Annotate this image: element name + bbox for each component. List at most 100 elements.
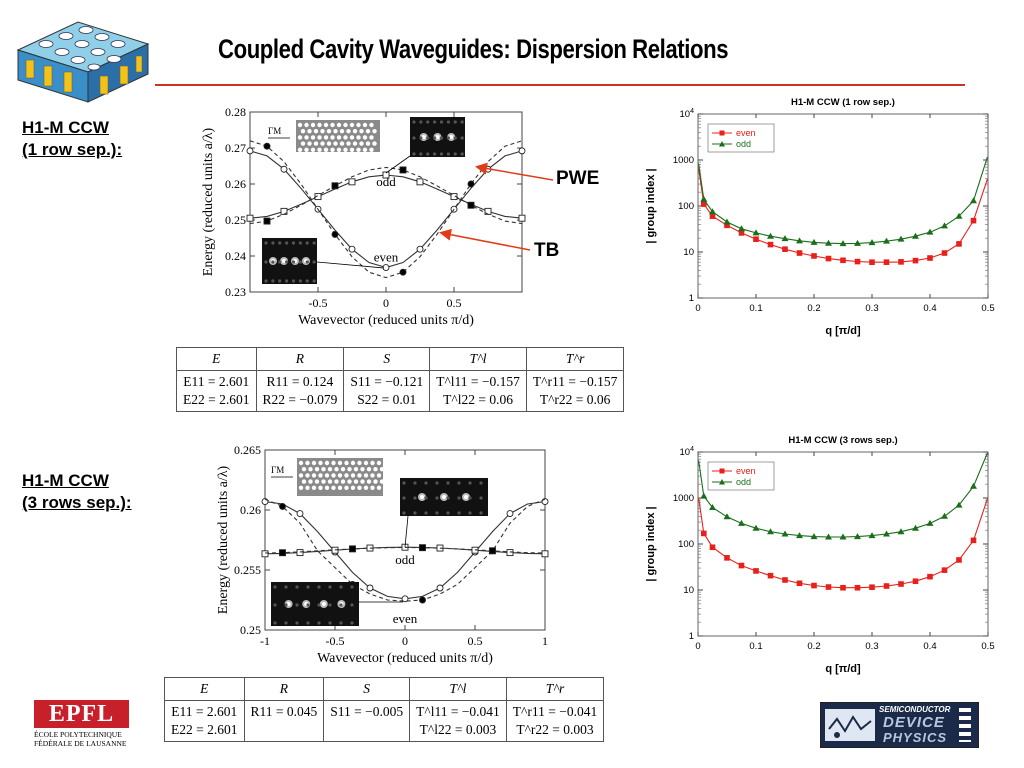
- section-label-line1: H1-M CCW: [22, 471, 109, 490]
- mode-lattice: [306, 585, 310, 589]
- mode-lattice: [439, 120, 444, 124]
- mode-lobe-core: [286, 602, 291, 606]
- mode-lattice: [271, 279, 275, 283]
- data-point-even: [811, 582, 817, 589]
- y-tick-label: 100: [678, 201, 694, 212]
- mode-lattice: [291, 241, 296, 245]
- mode-lattice: [328, 585, 332, 589]
- x-tick-label: 0.2: [807, 303, 820, 314]
- y-tick-base: 10: [680, 447, 691, 458]
- lattice-hole: [339, 129, 345, 134]
- data-point-even: [883, 583, 890, 589]
- mode-lattice: [412, 152, 416, 156]
- data-point-odd: [467, 201, 475, 209]
- x-tick-label: 0.2: [807, 641, 820, 652]
- mode-lattice: [446, 136, 450, 140]
- data-point-even: [701, 201, 707, 207]
- lattice-hole: [324, 473, 330, 478]
- lattice-hole: [357, 473, 362, 478]
- data-point-odd: [489, 547, 496, 555]
- y-tick-label: 0.265: [234, 443, 261, 457]
- mode-lattice: [426, 120, 430, 124]
- data-point-even: [927, 573, 933, 580]
- lattice-hole: [337, 460, 343, 466]
- x-tick-label: -1: [260, 634, 270, 648]
- mode-lattice: [439, 136, 444, 140]
- legend-marker-odd: [719, 479, 725, 485]
- table-header-cell: T^l: [429, 347, 527, 371]
- data-point-even: [782, 577, 788, 583]
- lattice-hole: [369, 122, 374, 128]
- lattice-hole: [336, 135, 342, 140]
- epfl-line2: FÉDÉRALE DE LAUSANNE: [34, 739, 127, 748]
- data-point-even: [767, 241, 774, 248]
- table-cell-value: T^r22 = 0.003: [516, 722, 594, 737]
- lattice-hole: [318, 473, 323, 478]
- lattice-hole: [330, 135, 335, 140]
- lattice-hole: [336, 122, 342, 128]
- table-cell: R11 = 0.045: [243, 700, 325, 742]
- lattice-hole: [346, 141, 351, 146]
- data-point-even: [912, 257, 919, 264]
- data-point-odd: [868, 239, 876, 246]
- table-cell-value: S11 = −0.005: [330, 704, 404, 719]
- mode-lattice: [278, 260, 282, 264]
- lattice-hole: [363, 485, 369, 490]
- y-tick-label: 104: [680, 446, 695, 458]
- lattice-hole: [318, 460, 323, 466]
- x-tick-label: 0.1: [749, 641, 762, 652]
- y-tick-label: 0.24: [225, 249, 246, 263]
- data-point-odd: [541, 550, 549, 558]
- lattice-hole: [330, 122, 335, 128]
- mode-lattice: [350, 603, 354, 607]
- table-cell: T^r11 = −0.157 T^r22 = 0.06: [525, 370, 625, 412]
- data-point-even: [279, 502, 286, 510]
- table-cell-value: T^l11 = −0.041: [416, 704, 500, 719]
- table-header-cell: R: [255, 347, 345, 371]
- data-point-even: [956, 241, 962, 247]
- mode-lattice: [284, 585, 288, 589]
- table-header-row: E R S T^l T^r: [176, 347, 625, 371]
- table-cell-value: T^r22 = 0.06: [539, 392, 611, 407]
- legend-box: [707, 123, 775, 153]
- data-point-even: [854, 584, 861, 591]
- lattice-hole: [356, 122, 361, 128]
- data-point-odd: [970, 197, 977, 204]
- data-point-even: [767, 572, 774, 579]
- mode-lattice: [271, 241, 275, 245]
- lattice-hole: [307, 141, 312, 146]
- table-header-cell: E: [176, 347, 257, 371]
- table-cell-value: S22 = 0.01: [357, 392, 417, 407]
- x-axis-label: Wavevector (reduced units π/d): [298, 313, 474, 328]
- lattice-hole: [352, 141, 358, 146]
- mode-lattice: [468, 481, 472, 485]
- data-point-odd: [700, 195, 708, 202]
- lattice-hole: [336, 147, 342, 152]
- lattice-hole: [320, 129, 325, 134]
- table-cell: S11 = −0.121 S22 = 0.01: [343, 370, 431, 412]
- lattice-hole: [297, 135, 303, 140]
- table-row: E11 = 2.601 E22 = 2.601 R11 = 0.045 S11 = −…: [164, 700, 605, 742]
- lattice-hole: [298, 485, 304, 490]
- data-point-even: [840, 257, 846, 264]
- data-point-odd: [926, 228, 934, 235]
- y-tick-label: 0.26: [225, 177, 246, 191]
- data-point-odd: [897, 235, 905, 242]
- lattice-hole: [304, 122, 309, 128]
- table-cell: T^l11 = −0.041 T^l22 = 0.003: [409, 700, 507, 742]
- mode-lattice: [339, 603, 343, 607]
- data-point-odd: [518, 214, 526, 222]
- mode-lattice: [264, 279, 268, 283]
- data-point-odd: [246, 214, 254, 222]
- y-tick-label: 0.26: [240, 503, 261, 517]
- even-label: even: [374, 249, 399, 264]
- lattice-hole: [379, 479, 385, 484]
- data-point-even: [825, 255, 832, 262]
- data-point-even: [898, 581, 904, 587]
- mode-lattice: [278, 241, 282, 245]
- mode-lattice: [305, 260, 309, 264]
- mode-lattice: [424, 481, 428, 485]
- lattice-hole: [298, 473, 304, 478]
- y-axis-label: | group index |: [645, 506, 657, 581]
- table-header-cell: S: [343, 347, 431, 371]
